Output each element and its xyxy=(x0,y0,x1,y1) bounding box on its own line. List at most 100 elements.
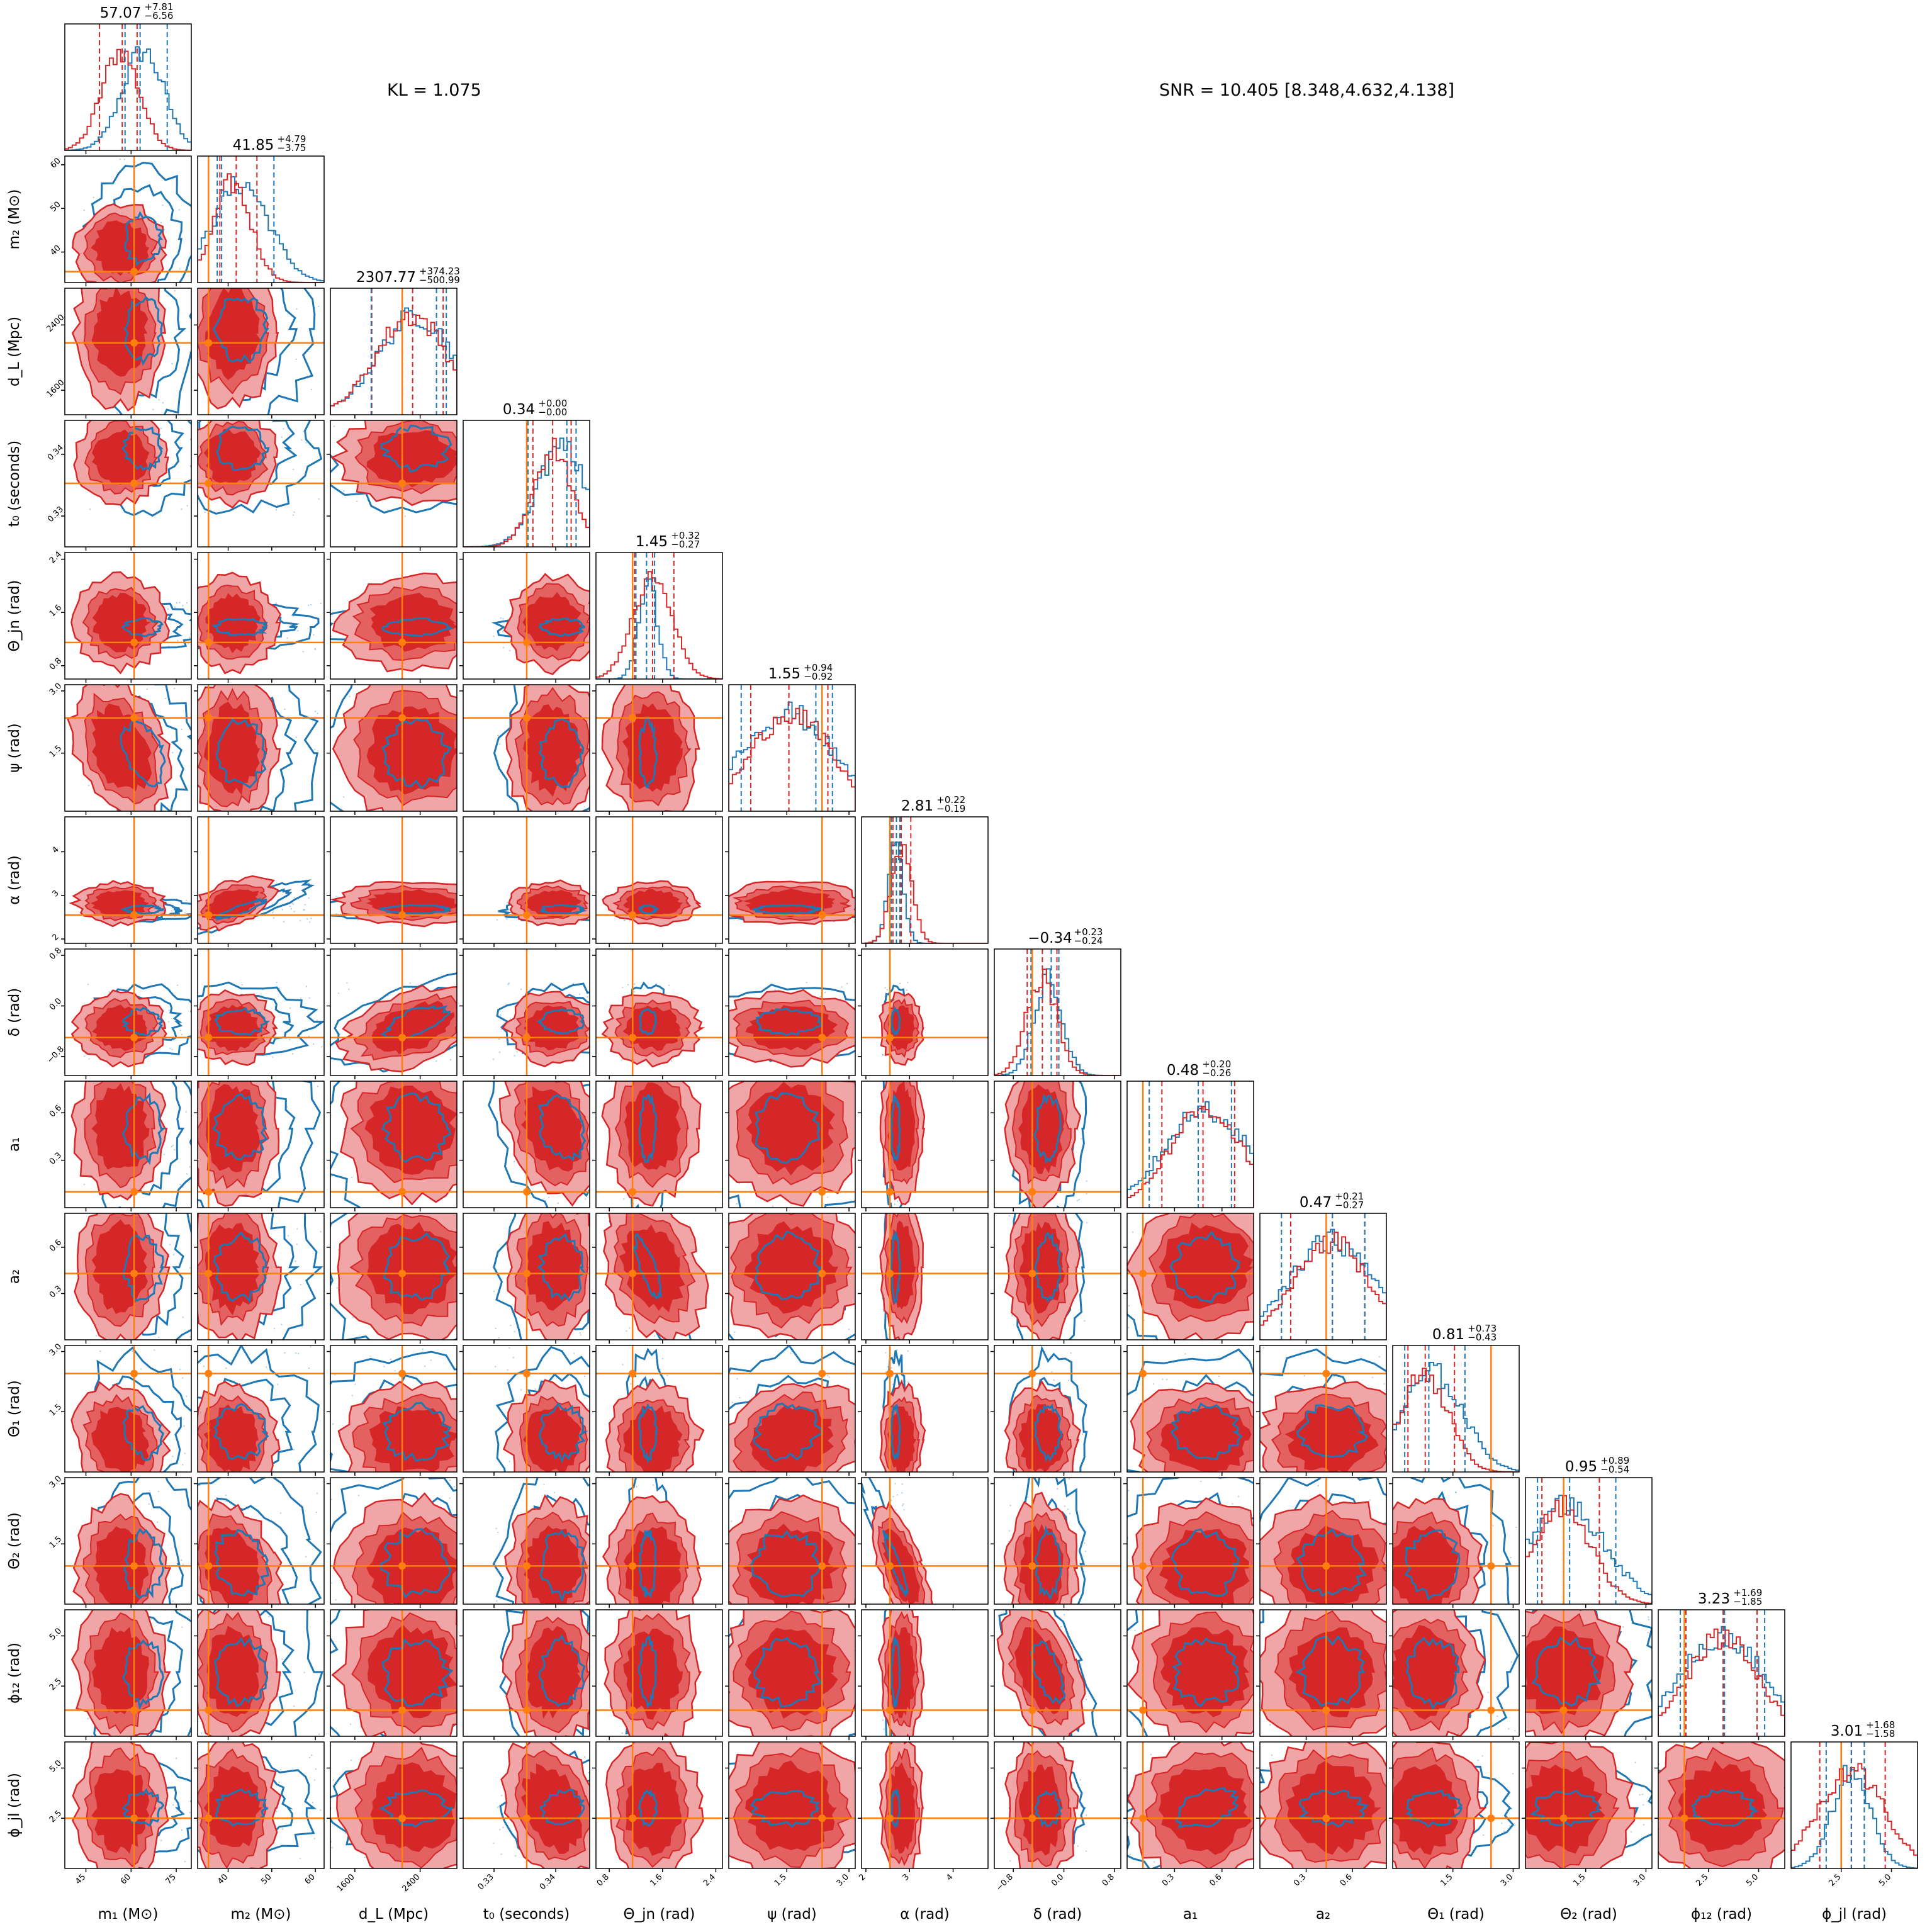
scatter-point xyxy=(284,1352,286,1354)
scatter-point xyxy=(186,899,188,902)
panel-alpha-vs-psi xyxy=(729,817,874,943)
scatter-point xyxy=(731,1520,733,1522)
scatter-point xyxy=(597,1464,598,1466)
scatter-point xyxy=(167,1337,169,1339)
scatter-point xyxy=(179,268,181,270)
blue-histogram xyxy=(1127,1101,1254,1208)
scatter-point xyxy=(873,916,874,917)
scatter-point xyxy=(84,1055,86,1057)
scatter-point xyxy=(902,1505,904,1507)
panel-delta-vs-m2 xyxy=(198,949,324,1076)
blue-contour-inner xyxy=(121,1007,164,1036)
scatter-point xyxy=(240,1607,241,1608)
scatter-point xyxy=(1286,1491,1288,1492)
scatter-point xyxy=(293,511,295,513)
scatter-point xyxy=(607,1632,609,1634)
scatter-point xyxy=(174,1149,176,1151)
scatter-point xyxy=(663,1070,664,1071)
blue-contour-inner xyxy=(381,717,452,790)
scatter-point xyxy=(310,918,312,919)
scatter-point xyxy=(172,1600,174,1602)
scatter-point xyxy=(880,1352,881,1353)
scatter-point xyxy=(1038,1043,1039,1045)
scatter-point xyxy=(860,1689,861,1690)
scatter-point xyxy=(1128,1327,1130,1328)
scatter-point xyxy=(612,643,613,644)
scatter-point xyxy=(281,1353,282,1354)
scatter-point xyxy=(458,1574,459,1575)
truth-marker xyxy=(522,1706,531,1714)
truth-marker xyxy=(130,1269,138,1278)
scatter-point xyxy=(894,1489,895,1490)
scatter-point xyxy=(466,809,468,811)
scatter-point xyxy=(674,1358,675,1359)
panel-a1-vs-dL xyxy=(330,1081,457,1208)
panel-frame xyxy=(64,1345,192,1473)
scatter-point xyxy=(160,1342,162,1343)
panel-m2-vs-m1 xyxy=(65,156,191,283)
scatter-point xyxy=(1103,1620,1104,1621)
scatter-point xyxy=(87,387,89,388)
scatter-point xyxy=(597,1744,598,1746)
scatter-point xyxy=(225,1367,227,1369)
truth-marker xyxy=(398,1706,407,1714)
scatter-point xyxy=(841,986,843,988)
scatter-point xyxy=(179,1638,180,1639)
scatter-point xyxy=(498,1050,500,1051)
scatter-point xyxy=(534,1388,536,1390)
truth-marker xyxy=(398,911,407,919)
scatter-point xyxy=(495,1469,497,1471)
scatter-point xyxy=(312,1040,313,1041)
scatter-point xyxy=(1123,1675,1124,1676)
truth-marker xyxy=(818,1269,826,1278)
scatter-point xyxy=(517,391,519,393)
scatter-point xyxy=(887,1065,889,1066)
panel-a2-vs-m1 xyxy=(65,1174,191,1340)
scatter-point xyxy=(627,984,629,986)
panel-frame xyxy=(595,1609,723,1737)
scatter-point xyxy=(172,229,173,230)
scatter-point xyxy=(788,1480,789,1481)
scatter-point xyxy=(1283,1380,1284,1381)
scatter-point xyxy=(1077,1657,1079,1658)
panel-frame xyxy=(728,1213,856,1340)
scatter-point xyxy=(166,1174,167,1176)
scatter-point xyxy=(522,1078,524,1079)
scatter-point xyxy=(897,1200,899,1203)
scatter-point xyxy=(1017,1486,1018,1488)
scatter-point xyxy=(858,1078,860,1079)
blue-contour-outer xyxy=(495,1345,590,1472)
scatter-point xyxy=(301,1325,303,1327)
scatter-point xyxy=(274,821,275,823)
scatter-point xyxy=(1014,1747,1015,1748)
blue-contour-inner xyxy=(538,1634,586,1707)
scatter-point xyxy=(858,1167,860,1169)
scatter-point xyxy=(87,984,89,986)
scatter-point xyxy=(199,1481,201,1483)
scatter-point xyxy=(396,845,397,846)
truth-marker xyxy=(130,714,138,722)
panel-frame xyxy=(64,155,192,283)
scatter-point xyxy=(300,1284,302,1286)
scatter-point xyxy=(683,1058,685,1059)
scatter-point xyxy=(181,1559,183,1561)
scatter-point xyxy=(716,1167,717,1168)
scatter-point xyxy=(333,425,335,427)
scatter-point xyxy=(1166,1378,1168,1381)
blue-contour-outer xyxy=(491,600,590,653)
scatter-point xyxy=(171,1476,172,1477)
scatter-point xyxy=(1084,1550,1087,1553)
scatter-point xyxy=(1087,1665,1088,1666)
scatter-point xyxy=(492,1688,493,1690)
scatter-point xyxy=(1147,1750,1149,1751)
scatter-point xyxy=(772,1205,774,1207)
panel-phi12-vs-theta1 xyxy=(1393,1610,1519,1736)
panel-frame xyxy=(1126,1609,1254,1737)
scatter-point xyxy=(600,1022,602,1023)
scatter-point xyxy=(332,395,334,396)
scatter-point xyxy=(894,1483,897,1485)
scatter-point xyxy=(703,1227,704,1228)
scatter-point xyxy=(305,442,307,444)
scatter-point xyxy=(1053,1025,1055,1026)
scatter-point xyxy=(469,690,470,692)
